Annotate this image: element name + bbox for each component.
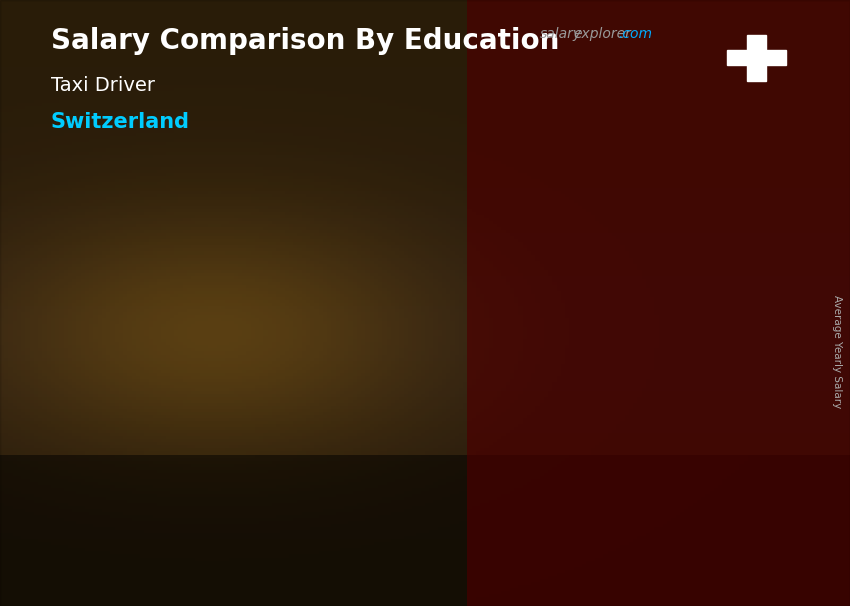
Polygon shape [111, 377, 252, 385]
Text: Switzerland: Switzerland [51, 112, 190, 132]
FancyArrowPatch shape [175, 289, 382, 375]
Text: Taxi Driver: Taxi Driver [51, 76, 155, 95]
FancyArrowPatch shape [388, 208, 595, 310]
Text: .com: .com [618, 27, 652, 41]
Text: +38%: +38% [450, 161, 526, 185]
Polygon shape [538, 230, 678, 246]
Text: 30,400 CHF: 30,400 CHF [133, 351, 222, 367]
Polygon shape [442, 312, 466, 527]
Polygon shape [111, 385, 229, 527]
Text: +43%: +43% [237, 244, 314, 268]
Text: Average Yearly Salary: Average Yearly Salary [832, 295, 842, 408]
Text: explorer: explorer [574, 27, 632, 41]
Polygon shape [538, 246, 655, 527]
Text: 60,000 CHF: 60,000 CHF [559, 205, 648, 220]
Polygon shape [655, 230, 678, 527]
Polygon shape [325, 324, 442, 527]
Text: Salary Comparison By Education: Salary Comparison By Education [51, 27, 559, 55]
Bar [728, 50, 785, 65]
Text: 43,500 CHF: 43,500 CHF [346, 287, 435, 302]
Polygon shape [229, 377, 252, 527]
Polygon shape [325, 312, 466, 324]
Bar [747, 35, 766, 81]
Text: salary: salary [540, 27, 582, 41]
